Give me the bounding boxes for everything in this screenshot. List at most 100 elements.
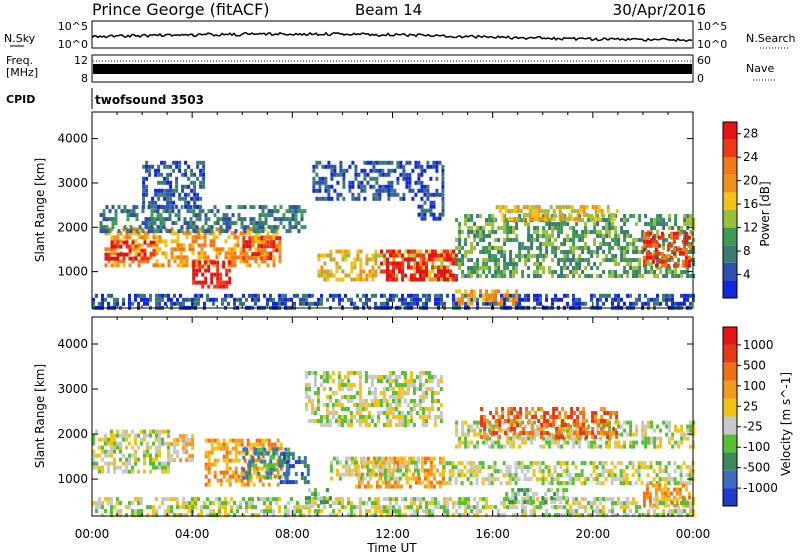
range-gate-cell [650,424,654,429]
range-gate-cell [383,301,386,306]
range-gate-cell [566,440,570,445]
range-gate-cell [570,217,574,222]
range-gate-cell [359,460,363,465]
range-gate-cell [420,204,424,209]
range-gate-cell [143,457,146,462]
range-gate-cell [393,168,397,173]
range-gate-cell [626,234,630,238]
range-gate-cell [260,248,264,253]
range-gate-cell [373,387,377,391]
range-gate-cell [202,176,206,181]
range-gate-cell [683,234,687,238]
range-gate-cell [575,230,579,234]
range-gate-cell [188,454,192,459]
range-gate-cell [448,481,452,486]
range-gate-cell [422,293,425,298]
range-gate-cell [234,446,238,451]
range-gate-cell [394,379,398,383]
range-gate-cell [358,403,362,407]
range-gate-cell [386,273,389,278]
range-gate-cell [488,254,492,258]
range-gate-cell [500,226,504,230]
range-gate-cell [284,293,287,298]
range-gate-cell [623,266,627,270]
range-gate-cell [312,176,316,181]
range-gate-cell [275,447,279,452]
range-gate-cell [122,227,126,232]
range-gate-cell [338,460,342,465]
range-gate-cell [382,375,386,379]
range-gate-cell [487,481,491,486]
range-gate-cell [620,246,624,250]
range-gate-cell [480,435,484,439]
range-gate-cell [359,297,362,302]
range-gate-cell [449,257,452,262]
range-gate-cell [461,420,465,425]
range-gate-cell [371,468,375,473]
range-gate-cell [131,240,135,245]
range-gate-cell [413,297,416,302]
range-gate-cell [192,221,196,226]
range-gate-cell [193,172,197,177]
range-gate-cell [605,258,609,262]
range-gate-cell [376,375,380,379]
range-gate-cell [647,440,651,445]
range-gate-cell [548,420,552,425]
range-gate-cell [114,209,118,214]
range-gate-cell [506,266,510,270]
range-gate-cell [248,467,252,472]
range-gate-cell [657,243,661,248]
range-gate-cell [420,460,424,465]
range-gate-cell [680,270,684,274]
range-gate-cell [347,472,351,477]
range-gate-cell [497,238,501,242]
range-gate-cell [606,435,610,439]
range-gate-cell [194,293,197,298]
range-gate-cell [353,460,357,465]
range-gate-cell [357,180,361,185]
range-gate-cell [563,274,567,278]
range-gate-cell [252,470,256,475]
range-gate-cell [219,478,223,483]
range-gate-cell [122,297,125,302]
range-gate-cell [306,480,310,485]
range-gate-cell [114,221,118,226]
range-gate-cell [322,371,326,375]
range-gate-cell [441,472,445,477]
range-gate-cell [469,469,473,474]
range-gate-cell [126,217,130,222]
range-gate-cell [391,387,395,391]
range-gate-cell [179,505,182,510]
range-gate-cell [560,226,564,230]
range-gate-cell [626,432,630,437]
range-gate-cell [430,387,434,391]
range-gate-cell [443,265,446,270]
range-gate-cell [461,262,465,266]
range-gate-cell [153,221,157,226]
range-gate-cell [516,217,520,222]
range-gate-cell [364,403,368,407]
range-gate-cell [435,188,439,193]
range-gate-cell [149,461,152,466]
range-gate-cell [566,250,570,254]
range-gate-cell [654,243,658,248]
range-gate-cell [370,383,374,387]
range-gate-cell [392,253,395,258]
range-gate-cell [331,407,335,411]
range-gate-cell [483,431,487,435]
range-gate-cell [457,469,461,474]
range-gate-cell [402,172,406,177]
range-gate-cell [228,438,232,443]
range-gate-cell [402,456,406,461]
range-gate-cell [222,454,226,459]
range-gate-cell [441,208,445,213]
range-gate-cell [193,180,197,185]
range-gate-cell [234,478,238,483]
range-gate-cell [409,399,413,403]
range-gate-cell [198,213,202,218]
range-gate-cell [179,434,183,439]
range-gate-cell [152,252,156,257]
range-gate-cell [595,473,599,478]
colorbar-segment [723,210,737,228]
range-gate-cell [660,251,664,256]
